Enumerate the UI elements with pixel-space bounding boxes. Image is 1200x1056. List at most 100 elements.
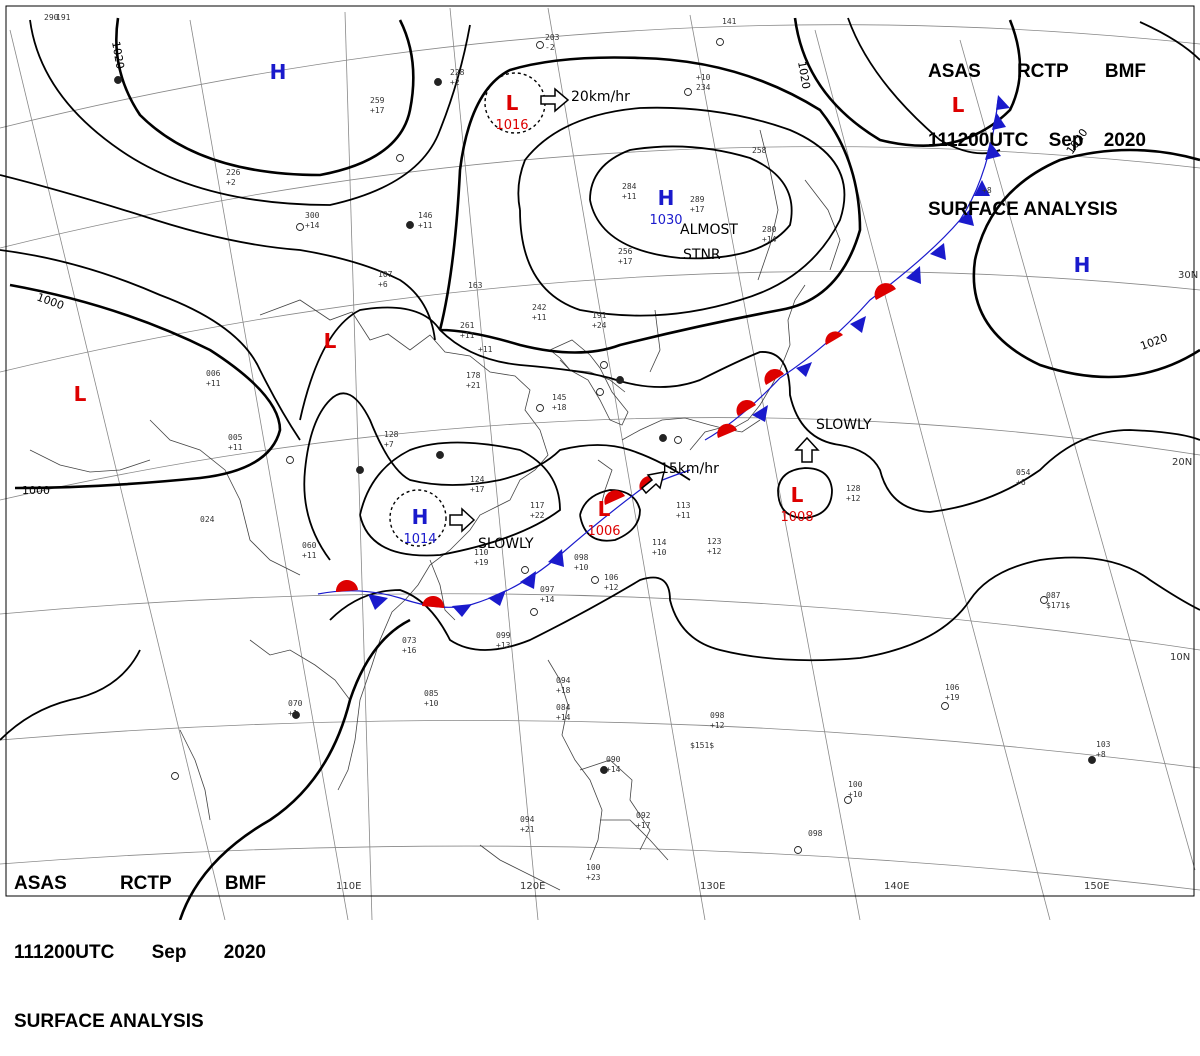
station-circle: [794, 846, 802, 854]
high-pressure-symbol: H: [658, 186, 675, 210]
station-value: +2: [226, 178, 236, 187]
station-value: +18: [552, 403, 567, 412]
station-value: +10: [424, 699, 439, 708]
station-circle: [171, 772, 179, 780]
station-value: +11: [676, 511, 691, 520]
speed-front-label: 15km/hr: [660, 461, 719, 477]
station-circle: [536, 41, 544, 49]
station-circle: [296, 223, 304, 231]
station-circle: [591, 576, 599, 584]
warm-front-mark: [422, 595, 445, 608]
map-frame: [5, 5, 1195, 897]
weather-map: 203-2228+2259+17226+2300+14146+11107+600…: [0, 5, 1200, 920]
annotations: 20km/hr 15km/hr ALMOST STNR SLOWLY SLOWL…: [478, 89, 872, 552]
station-value: 261: [460, 321, 475, 330]
station-circle: [1088, 756, 1096, 764]
station-circle: [530, 608, 538, 616]
station-value: +6: [1016, 478, 1026, 487]
isobar-label: 1000: [22, 484, 50, 497]
station-value: +17: [690, 205, 705, 214]
pressure-value: 1016: [495, 118, 528, 133]
station-value: 097: [540, 585, 555, 594]
station-value: +10: [696, 73, 711, 82]
station-value: 098: [808, 829, 823, 838]
motion-arrows: [449, 87, 820, 533]
station-value: +14: [556, 713, 571, 722]
warm-front-mark: [764, 368, 784, 385]
footer-title: SURFACE ANALYSIS: [14, 1011, 204, 1032]
station-circle: [286, 456, 294, 464]
lon-label: 150E: [1084, 881, 1109, 892]
station-value: 256: [618, 247, 633, 256]
station-value: 289: [690, 195, 705, 204]
station-value: +11: [228, 443, 243, 452]
lon-label: 120E: [520, 881, 545, 892]
station-value: 284: [622, 182, 637, 191]
station-value: 114: [652, 538, 667, 547]
header-bottom: ASAS RCTP BMF 111200UTC Sep 2020 SURFACE…: [14, 826, 266, 1056]
warm-front-mark: [874, 283, 896, 300]
cold-front-mark: [520, 571, 536, 589]
stnr-label: STNR: [683, 247, 721, 263]
low-pressure-symbol: L: [506, 91, 519, 115]
station-value: +11: [478, 345, 493, 354]
slowly-east-label: SLOWLY: [478, 536, 534, 552]
arrow-east-north: [540, 87, 570, 113]
cold-front-mark: [752, 405, 768, 422]
cold-front-mark: [452, 604, 472, 617]
station-value: +22: [530, 511, 545, 520]
station-value: 107: [378, 270, 393, 279]
station-circle: [674, 436, 682, 444]
footer-line-2: 111200UTC Sep 2020: [14, 941, 266, 964]
station-value: +13: [496, 641, 511, 650]
station-value: +10: [652, 548, 667, 557]
slowly-south-label: SLOWLY: [816, 417, 872, 433]
station-value: 106: [604, 573, 619, 582]
station-circle: [292, 711, 300, 719]
station-value: +12: [604, 583, 619, 592]
footer-agency: ASAS: [14, 873, 67, 894]
warm-front-mark: [825, 331, 843, 345]
warm-front-mark: [736, 399, 756, 416]
station-circle: [1040, 596, 1048, 604]
station-circle: [844, 796, 852, 804]
station-value: 100: [848, 780, 863, 789]
footer-product: BMF: [224, 873, 266, 894]
cold-front-mark: [906, 266, 921, 284]
footer-line-3: SURFACE ANALYSIS: [14, 1010, 266, 1033]
station-value: 128: [384, 430, 399, 439]
station-value: 094: [520, 815, 535, 824]
station-circle: [434, 78, 442, 86]
low-pressure-symbol: L: [598, 497, 611, 521]
pressure-value: 1008: [780, 510, 813, 525]
station-value: +21: [466, 381, 481, 390]
station-value: 094: [556, 676, 571, 685]
lon-label: 110E: [336, 881, 361, 892]
station-value: 117: [530, 501, 545, 510]
pressure-value: 1006: [587, 524, 620, 539]
station-circle: [600, 361, 608, 369]
station-value: +16: [402, 646, 417, 655]
pressure-centers: H L 1016 H 1030 L L H 1014 L 1006 L 1008 L H: [74, 60, 1091, 547]
front-east: [704, 95, 1010, 441]
graticule: [0, 7, 1200, 920]
arrow-north-slowly: [794, 436, 820, 463]
warm-front-mark: [335, 579, 358, 592]
station-value: 191: [56, 13, 71, 22]
station-value: 123: [707, 537, 722, 546]
station-value: +17: [370, 106, 385, 115]
low-pressure-symbol: L: [74, 382, 87, 406]
lat-label: 20N: [1172, 457, 1192, 468]
warm-front-mark: [604, 490, 625, 505]
station-value: +21: [520, 825, 535, 834]
station-value: 024: [200, 515, 215, 524]
station-value: 280: [762, 225, 777, 234]
low-pressure-symbol: L: [791, 483, 804, 507]
isobar-label: 1020: [795, 60, 813, 90]
station-value: 300: [305, 211, 320, 220]
station-value: +14: [762, 235, 777, 244]
station-value: 191: [592, 311, 607, 320]
dashed-centers: [389, 72, 546, 547]
lon-label: 140E: [884, 881, 909, 892]
station-value: 006: [206, 369, 221, 378]
